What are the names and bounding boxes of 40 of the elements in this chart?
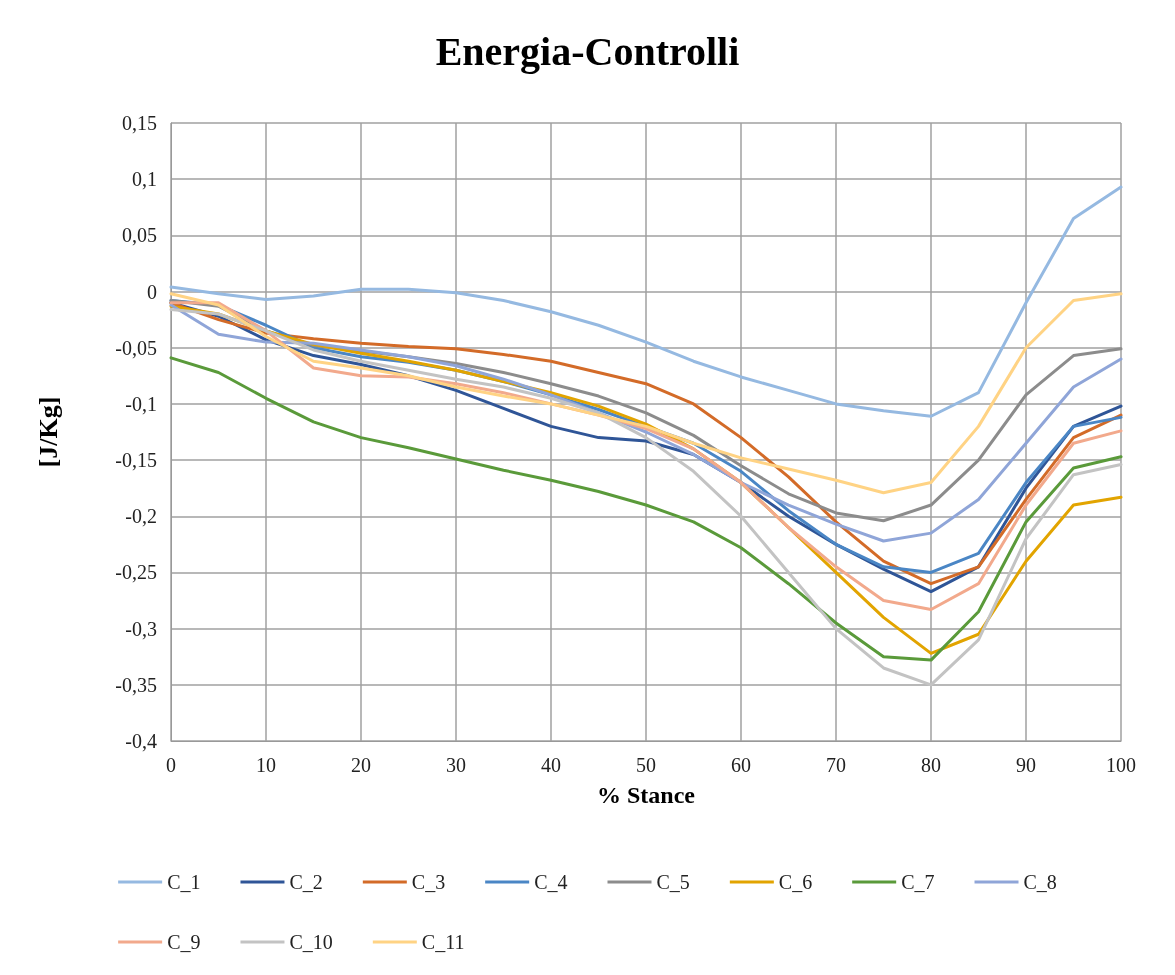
y-tick-label: -0,15 <box>115 449 157 472</box>
y-tick-label: -0,25 <box>115 561 157 584</box>
y-tick-label: -0,35 <box>115 673 157 696</box>
line-series <box>169 356 1123 662</box>
legend-label: C_3 <box>411 871 446 893</box>
y-tick-label: -0,05 <box>115 336 157 359</box>
y-tick-label: 0 <box>147 280 157 303</box>
legend-label: C_2 <box>289 871 323 893</box>
y-tick-label: -0,1 <box>125 392 157 415</box>
chart-title: Energia-Controlli <box>435 28 740 74</box>
legend-label: C_11 <box>421 931 465 953</box>
x-tick-label: 90 <box>1016 754 1036 776</box>
x-tick-label: 80 <box>921 754 941 776</box>
legend-label: C_9 <box>167 931 201 953</box>
x-tick-label: 20 <box>351 754 371 776</box>
legend-label: C_10 <box>289 931 333 953</box>
line-series <box>169 185 1123 418</box>
legend-label: C_8 <box>1023 871 1057 893</box>
y-axis-title: [J/Kg] <box>33 396 63 468</box>
y-tick-label: -0,3 <box>125 617 157 640</box>
legend-label: C_4 <box>534 871 568 893</box>
x-tick-label: 40 <box>541 754 561 776</box>
legend-label: C_5 <box>656 871 690 893</box>
legend-label: C_1 <box>167 871 201 893</box>
x-tick-label: 10 <box>256 754 276 776</box>
x-tick-label: 50 <box>636 754 656 776</box>
x-tick-label: 0 <box>166 754 176 776</box>
y-tick-label: 0,05 <box>122 224 157 247</box>
y-tick-label: -0,2 <box>125 505 157 528</box>
y-tick-label: -0,4 <box>125 730 157 752</box>
line-series <box>169 292 1123 495</box>
x-tick-label: 70 <box>826 754 846 776</box>
y-tick-label: 0,15 <box>122 112 157 134</box>
x-tick-label: 60 <box>731 754 751 776</box>
x-tick-label: 100 <box>1106 754 1136 776</box>
x-axis-title: % Stance <box>597 782 696 808</box>
legend-label: C_7 <box>901 871 935 893</box>
x-tick-label: 30 <box>446 754 466 776</box>
y-tick-label: 0,1 <box>132 168 157 191</box>
legend-label: C_6 <box>778 871 813 893</box>
